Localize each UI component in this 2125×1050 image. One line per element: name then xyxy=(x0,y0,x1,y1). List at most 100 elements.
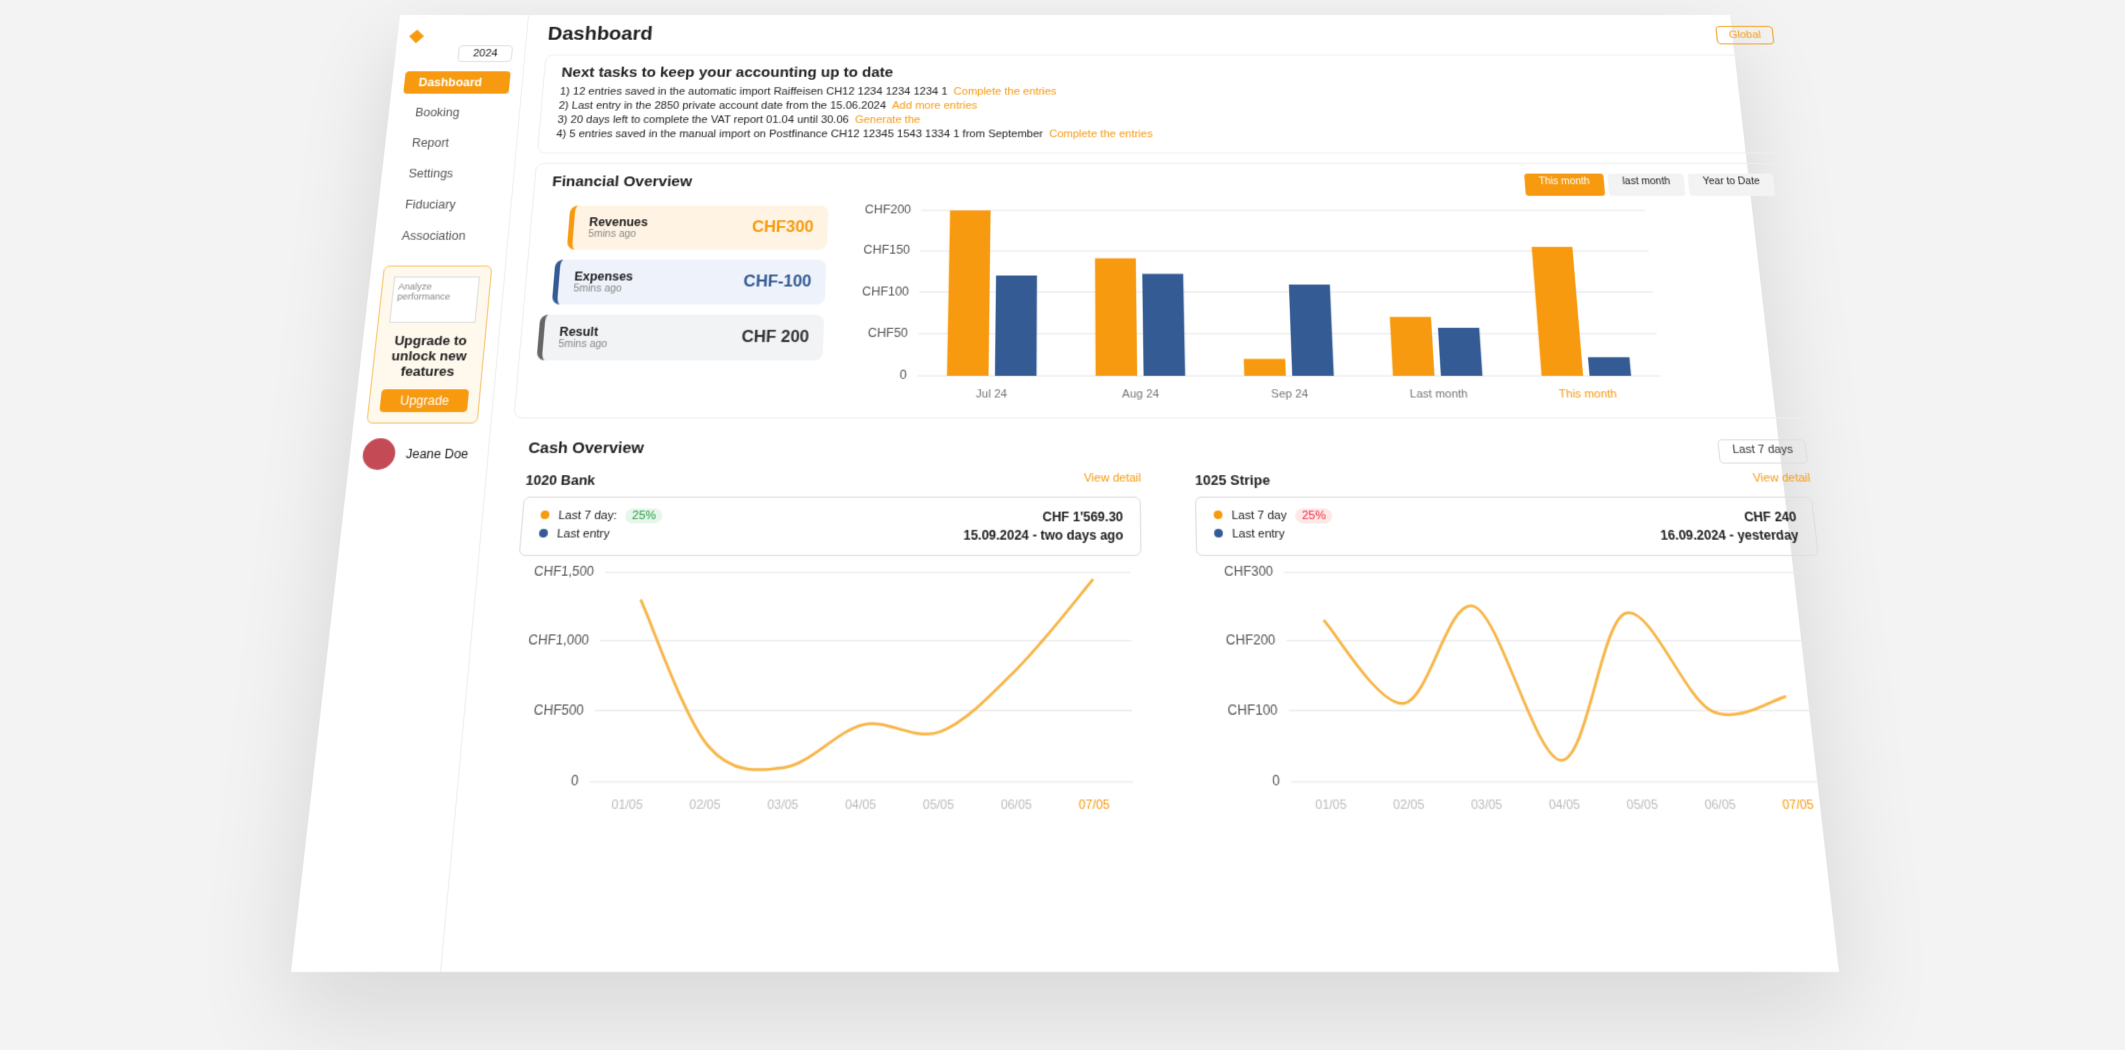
account-header: 1020 Bank View detail xyxy=(525,472,1141,488)
card: Revenues 5mins ago CHF300 xyxy=(567,205,830,250)
year-select[interactable]: 2024 xyxy=(457,45,514,62)
x-tick-label: 05/05 xyxy=(923,798,955,813)
x-tick-label: 06/05 xyxy=(1001,798,1032,813)
card-label: Revenues xyxy=(588,215,649,230)
nav-item[interactable]: Fiduciary xyxy=(404,197,457,212)
nav-item[interactable]: Association xyxy=(401,229,467,243)
line-chart: 0 CHF100 CHF200 CHF300 01/05 02/05 03/05 04/05 0… xyxy=(1225,566,1851,813)
co-title: Cash Overview xyxy=(527,439,645,458)
period-select[interactable]: Last 7 days xyxy=(1717,439,1809,464)
y-tick-label: CHF100 xyxy=(862,286,909,299)
account-stat: Last 7 day: 25% CHF 1'569.30 Last entry 15.0… xyxy=(519,496,1143,557)
logo: ◆ xyxy=(408,25,425,45)
nav-item[interactable]: Report xyxy=(411,136,450,150)
y-tick-label: 0 xyxy=(571,775,580,790)
dot xyxy=(1214,528,1224,538)
card-label: Result xyxy=(558,324,599,339)
card-left: Revenues 5mins ago xyxy=(588,215,649,240)
x-tick-label: 03/05 xyxy=(767,798,799,813)
amount: CHF 1'569.30 xyxy=(1042,509,1124,525)
card-left: Expenses 5mins ago xyxy=(573,270,633,295)
dot xyxy=(1214,510,1224,520)
fo-header: Financial Overview This month last month… xyxy=(551,173,1776,196)
x-tick-label: 04/05 xyxy=(1549,798,1581,813)
stat-row: Last 7 day 25% CHF 240 xyxy=(1214,508,1797,525)
y-tick-label: 0 xyxy=(900,369,907,382)
tab[interactable]: This month xyxy=(1523,173,1606,196)
task-text: 2) Last entry in the 2850 private accoun… xyxy=(558,100,887,112)
stat-left: Last entry xyxy=(539,528,610,543)
user-name: Jeane Doe xyxy=(405,446,470,462)
task-text: 1) 12 entries saved in the automatic imp… xyxy=(559,86,948,98)
card-left: Result 5mins ago xyxy=(558,325,609,350)
task-link[interactable]: Complete the entries xyxy=(1049,128,1153,141)
scope-select[interactable]: Global xyxy=(1714,25,1775,44)
account-name: 1020 Bank xyxy=(525,472,596,489)
task: 3) 20 days left to complete the VAT repo… xyxy=(557,114,1768,125)
user[interactable]: Jeane Doe xyxy=(361,438,477,470)
tab[interactable]: last month xyxy=(1607,173,1686,196)
bar xyxy=(947,210,992,376)
task-link[interactable]: Complete the entries xyxy=(953,86,1057,98)
task: 1) 12 entries saved in the automatic imp… xyxy=(559,86,1764,97)
x-tick-label: Aug 24 xyxy=(1123,388,1160,401)
period-label: Last 7 day xyxy=(1231,509,1287,523)
task-text: 4) 5 entries saved in the manual import … xyxy=(555,128,1044,141)
account: 1020 Bank View detail Last 7 day: 25% CHF 1'… xyxy=(496,464,1145,823)
upgrade-title: Upgrade to unlock new features xyxy=(390,332,468,379)
stat-left: Last 7 day: 25% xyxy=(540,508,664,524)
nav-item[interactable]: Dashboard xyxy=(403,71,512,94)
y-tick-label: CHF50 xyxy=(868,327,908,340)
bar xyxy=(1244,358,1287,376)
nav: Dashboard Booking Report Settings Fiduci… xyxy=(386,71,512,247)
stat-left: Last 7 day 25% xyxy=(1214,508,1333,524)
x-tick-label: 07/05 xyxy=(1079,798,1110,813)
bar xyxy=(1390,316,1436,376)
card-label: Expenses xyxy=(573,269,634,284)
change: 25% xyxy=(625,508,664,524)
stat-row: Last 7 day: 25% CHF 1'569.30 xyxy=(540,508,1124,525)
nav-item[interactable]: Settings xyxy=(407,166,454,181)
x-tick-label: 01/05 xyxy=(1316,798,1348,813)
y-tick-label: CHF150 xyxy=(864,245,911,257)
y-tick-label: CHF200 xyxy=(865,204,912,216)
main: Dashboard Global Next tasks to keep your… xyxy=(442,15,1911,972)
tab[interactable]: Year to Date xyxy=(1687,173,1776,196)
tasks: Next tasks to keep your accounting up to… xyxy=(537,54,1789,154)
dashboard: ◆ 2024 Dashboard Booking Report Settings… xyxy=(291,15,1839,972)
card-amount: CHF-100 xyxy=(743,273,812,291)
accounts: 1020 Bank View detail Last 7 day: 25% CHF 1'… xyxy=(496,464,1851,823)
header: Dashboard Global xyxy=(547,24,1775,45)
x-tick-label: 02/05 xyxy=(689,798,721,813)
bar xyxy=(1588,357,1632,376)
stat-row: Last entry 16.09.2024 - yesterday xyxy=(1214,527,1800,543)
card: Result 5mins ago CHF 200 xyxy=(536,314,825,361)
x-tick-label: Jul 24 xyxy=(976,388,1008,401)
upgrade-caption: Analyze performance xyxy=(389,276,481,323)
task-link[interactable]: Add more entries xyxy=(891,100,978,112)
card-amount: CHF300 xyxy=(751,218,815,236)
x-tick-label: 07/05 xyxy=(1782,798,1815,813)
nav-item[interactable]: Booking xyxy=(414,105,461,120)
avatar xyxy=(361,438,397,470)
bar xyxy=(1532,246,1584,376)
line xyxy=(630,579,1095,770)
task-link[interactable]: Generate the xyxy=(854,114,921,126)
card-time: 5mins ago xyxy=(587,229,637,240)
account-link[interactable]: View detail xyxy=(1083,472,1142,485)
x-tick-label: 06/05 xyxy=(1704,798,1737,813)
task: 2) Last entry in the 2850 private accoun… xyxy=(558,100,1766,111)
x-tick-label: 04/05 xyxy=(845,798,877,813)
account-header: 1025 Stripe View detail xyxy=(1195,472,1812,488)
page-title: Dashboard xyxy=(546,24,654,45)
dot xyxy=(539,528,549,538)
entry: 16.09.2024 - yesterday xyxy=(1659,527,1800,543)
x-tick-label: Last month xyxy=(1410,388,1469,401)
account-link[interactable]: View detail xyxy=(1752,472,1812,485)
bar xyxy=(1142,273,1186,376)
y-tick-label: CHF500 xyxy=(534,703,585,717)
upgrade-button[interactable]: Upgrade xyxy=(379,389,470,413)
